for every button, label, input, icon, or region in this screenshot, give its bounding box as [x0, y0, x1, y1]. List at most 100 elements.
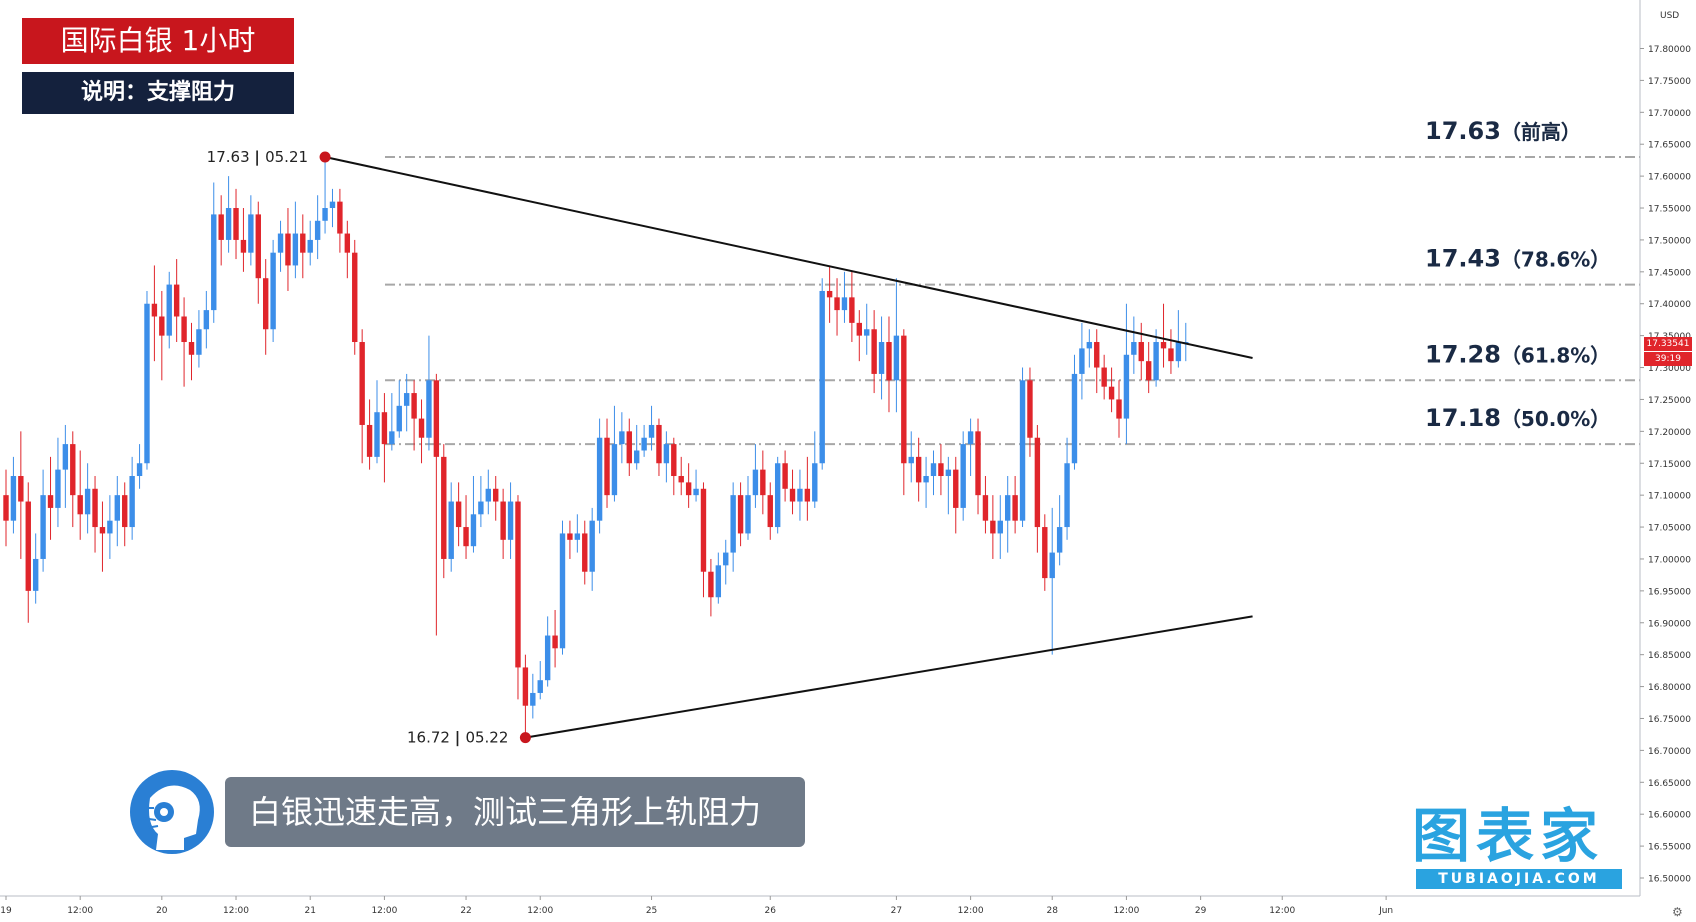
candle-down [1160, 342, 1167, 349]
candle-up [203, 310, 210, 330]
candle-down [678, 476, 684, 483]
horizontal-levels: 17.63（前高） 17.43（78.6%） 17.28（61.8%） 17.18（5… [385, 117, 1640, 446]
candle-down [173, 284, 180, 317]
candle-up [537, 680, 543, 693]
candle-up [396, 405, 402, 432]
candle-down [552, 635, 558, 649]
candle-down [441, 456, 447, 559]
candle-down [70, 444, 76, 496]
candle-down [915, 456, 922, 483]
candle-down [47, 495, 54, 508]
candle-down [826, 290, 833, 298]
gear-icon[interactable]: ⚙ [1672, 905, 1683, 919]
candlesticks [3, 156, 1189, 738]
candle-up [478, 501, 484, 515]
x-tick-label: 19 [0, 906, 12, 916]
candle-up [730, 495, 736, 553]
candle-up [329, 201, 336, 209]
candle-up [485, 488, 491, 502]
x-tick-label: 26 [765, 906, 777, 916]
candle-up [10, 476, 17, 521]
candle-up [878, 342, 885, 374]
candle-up [448, 501, 454, 559]
y-tick-label: 17.45000 [1648, 268, 1691, 278]
candle-down [782, 463, 788, 489]
y-tick-label: 17.20000 [1648, 428, 1691, 438]
x-tick-label: 20 [156, 906, 168, 916]
candle-down [849, 297, 855, 323]
candle-down [671, 444, 677, 477]
candle-up [270, 252, 276, 330]
candle-down [218, 214, 224, 240]
level-label: 17.43（78.6%） [1425, 245, 1610, 273]
candle-down [255, 214, 261, 279]
candle-down [767, 495, 773, 528]
y-tick-label: 17.10000 [1648, 492, 1691, 502]
y-tick-label: 17.05000 [1648, 524, 1691, 534]
candle-down [1027, 380, 1033, 438]
candle-down [25, 501, 31, 591]
candle-up [225, 208, 232, 240]
y-tick-label: 17.65000 [1648, 141, 1691, 151]
candle-down [463, 527, 469, 547]
candle-up [389, 431, 395, 445]
candle-down [1101, 367, 1107, 387]
candle-down [656, 424, 662, 464]
y-tick-label: 16.55000 [1648, 843, 1691, 853]
trendline-lower [525, 615, 1253, 739]
x-tick-label: 25 [646, 906, 657, 916]
candle-down [159, 316, 165, 336]
candle-up [997, 520, 1003, 534]
y-tick-label: 17.50000 [1648, 236, 1691, 246]
candle-down [1042, 527, 1048, 579]
candle-up [967, 431, 974, 445]
y-tick-label: 17.60000 [1648, 173, 1691, 183]
candle-up [62, 444, 69, 470]
candle-down [1145, 361, 1152, 381]
analysis-caption: 白银迅速走高，测试三角形上轨阻力 [225, 777, 805, 847]
y-tick-label: 16.95000 [1648, 587, 1691, 597]
candle-up [1175, 342, 1182, 362]
candle-up [196, 329, 202, 355]
candle-up [426, 380, 432, 438]
candle-down [1138, 342, 1144, 362]
pivot-points: 17.63 | 05.21 16.72 | 05.22 [207, 148, 531, 748]
candle-up [1086, 342, 1093, 349]
candle-down [122, 495, 128, 528]
x-tick-label: 12:00 [223, 906, 249, 916]
candle-up [715, 565, 722, 598]
candle-up [84, 488, 91, 515]
x-tick-label: 12:00 [67, 906, 93, 916]
candle-up [166, 284, 172, 336]
y-tick-label: 17.75000 [1648, 77, 1691, 87]
level-label: 17.28（61.8%） [1425, 340, 1610, 368]
candle-down [381, 412, 388, 445]
candle-up [752, 469, 759, 496]
candle-down [92, 488, 98, 528]
candle-up [559, 533, 566, 649]
candle-down [515, 501, 521, 668]
candle-up [723, 552, 729, 566]
x-tick-label: 12:00 [1113, 906, 1139, 916]
y-tick-label: 16.60000 [1648, 811, 1691, 821]
ai-robot-head-icon [130, 770, 214, 854]
candle-down [789, 488, 796, 502]
chart-subtitle-badge: 说明：支撑阻力 [22, 72, 294, 114]
countdown-tag: 39:19 [1644, 352, 1692, 366]
candle-down [760, 469, 766, 496]
candle-up [893, 335, 900, 381]
candle-up [960, 444, 966, 508]
candle-down [685, 482, 692, 496]
pivot-label: 17.63 | 05.21 [207, 148, 308, 167]
candle-down [263, 278, 269, 330]
candle-up [1079, 348, 1085, 374]
candle-down [990, 520, 996, 534]
y-tick-label: 16.75000 [1648, 715, 1691, 725]
candle-up [1005, 495, 1011, 521]
candle-up [470, 514, 477, 547]
candle-up [507, 501, 514, 540]
candle-up [945, 469, 952, 477]
candle-up [114, 495, 120, 521]
candle-down [982, 495, 989, 521]
